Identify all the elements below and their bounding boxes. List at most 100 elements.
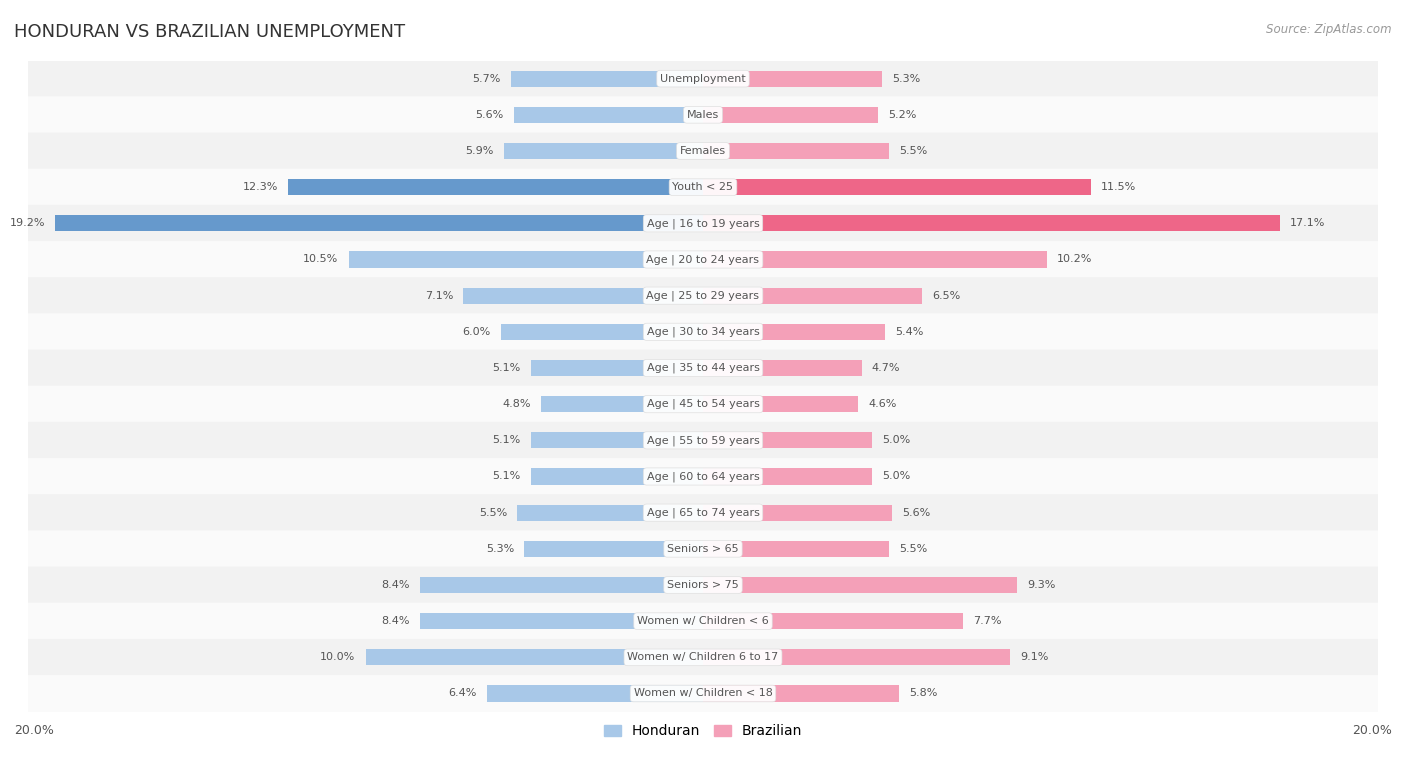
Bar bbox=[703, 469, 872, 484]
Text: 10.0%: 10.0% bbox=[321, 653, 356, 662]
Text: 5.1%: 5.1% bbox=[492, 472, 520, 481]
Bar bbox=[510, 70, 703, 87]
Text: 12.3%: 12.3% bbox=[242, 182, 278, 192]
FancyBboxPatch shape bbox=[28, 639, 1378, 676]
Text: Females: Females bbox=[681, 146, 725, 156]
Bar bbox=[55, 215, 703, 232]
Text: 5.3%: 5.3% bbox=[486, 544, 515, 554]
FancyBboxPatch shape bbox=[28, 386, 1378, 422]
Bar bbox=[531, 360, 703, 376]
Text: 4.7%: 4.7% bbox=[872, 363, 900, 373]
FancyBboxPatch shape bbox=[28, 458, 1378, 495]
Text: 10.2%: 10.2% bbox=[1057, 254, 1092, 264]
FancyBboxPatch shape bbox=[28, 675, 1378, 712]
Text: Source: ZipAtlas.com: Source: ZipAtlas.com bbox=[1267, 23, 1392, 36]
Text: 6.5%: 6.5% bbox=[932, 291, 960, 301]
Bar bbox=[464, 288, 703, 304]
FancyBboxPatch shape bbox=[28, 494, 1378, 531]
Text: 5.8%: 5.8% bbox=[908, 689, 938, 699]
Text: Age | 25 to 29 years: Age | 25 to 29 years bbox=[647, 291, 759, 301]
Bar bbox=[517, 504, 703, 521]
FancyBboxPatch shape bbox=[28, 531, 1378, 567]
Text: 5.4%: 5.4% bbox=[896, 327, 924, 337]
Text: 5.5%: 5.5% bbox=[898, 146, 927, 156]
FancyBboxPatch shape bbox=[28, 96, 1378, 133]
Text: 5.0%: 5.0% bbox=[882, 435, 910, 445]
Legend: Honduran, Brazilian: Honduran, Brazilian bbox=[599, 718, 807, 743]
Text: Women w/ Children < 6: Women w/ Children < 6 bbox=[637, 616, 769, 626]
Text: 11.5%: 11.5% bbox=[1101, 182, 1136, 192]
Bar bbox=[419, 577, 703, 593]
Bar bbox=[531, 469, 703, 484]
Bar bbox=[703, 288, 922, 304]
Text: HONDURAN VS BRAZILIAN UNEMPLOYMENT: HONDURAN VS BRAZILIAN UNEMPLOYMENT bbox=[14, 23, 405, 41]
Text: Unemployment: Unemployment bbox=[661, 73, 745, 83]
Text: 17.1%: 17.1% bbox=[1291, 218, 1326, 229]
Bar bbox=[703, 613, 963, 629]
Text: 4.6%: 4.6% bbox=[869, 399, 897, 409]
Text: 10.5%: 10.5% bbox=[304, 254, 339, 264]
Bar bbox=[703, 504, 891, 521]
FancyBboxPatch shape bbox=[28, 241, 1378, 278]
Bar bbox=[703, 577, 1017, 593]
Text: Age | 45 to 54 years: Age | 45 to 54 years bbox=[647, 399, 759, 410]
FancyBboxPatch shape bbox=[28, 422, 1378, 459]
Text: Males: Males bbox=[688, 110, 718, 120]
FancyBboxPatch shape bbox=[28, 350, 1378, 386]
Text: Age | 35 to 44 years: Age | 35 to 44 years bbox=[647, 363, 759, 373]
Bar bbox=[524, 540, 703, 557]
Text: Women w/ Children < 18: Women w/ Children < 18 bbox=[634, 689, 772, 699]
Text: 5.6%: 5.6% bbox=[903, 508, 931, 518]
Text: 7.7%: 7.7% bbox=[973, 616, 1001, 626]
Text: 5.0%: 5.0% bbox=[882, 472, 910, 481]
Text: 5.3%: 5.3% bbox=[891, 73, 920, 83]
Bar bbox=[288, 179, 703, 195]
FancyBboxPatch shape bbox=[28, 603, 1378, 640]
Bar bbox=[703, 107, 879, 123]
Text: 5.9%: 5.9% bbox=[465, 146, 494, 156]
Text: 7.1%: 7.1% bbox=[425, 291, 453, 301]
Text: Age | 65 to 74 years: Age | 65 to 74 years bbox=[647, 507, 759, 518]
Text: 6.0%: 6.0% bbox=[463, 327, 491, 337]
Bar bbox=[531, 432, 703, 448]
FancyBboxPatch shape bbox=[28, 169, 1378, 206]
Text: 5.7%: 5.7% bbox=[472, 73, 501, 83]
Text: Age | 20 to 24 years: Age | 20 to 24 years bbox=[647, 254, 759, 265]
Text: Women w/ Children 6 to 17: Women w/ Children 6 to 17 bbox=[627, 653, 779, 662]
Text: 9.3%: 9.3% bbox=[1026, 580, 1056, 590]
Text: Seniors > 65: Seniors > 65 bbox=[668, 544, 738, 554]
Text: 5.5%: 5.5% bbox=[898, 544, 927, 554]
Bar bbox=[703, 685, 898, 702]
Text: 6.4%: 6.4% bbox=[449, 689, 477, 699]
Bar bbox=[515, 107, 703, 123]
Bar bbox=[366, 650, 703, 665]
FancyBboxPatch shape bbox=[28, 205, 1378, 241]
Bar bbox=[703, 143, 889, 159]
Text: Seniors > 75: Seniors > 75 bbox=[666, 580, 740, 590]
Text: Age | 16 to 19 years: Age | 16 to 19 years bbox=[647, 218, 759, 229]
Text: 19.2%: 19.2% bbox=[10, 218, 45, 229]
Text: 5.1%: 5.1% bbox=[492, 363, 520, 373]
Bar bbox=[503, 143, 703, 159]
FancyBboxPatch shape bbox=[28, 61, 1378, 97]
Text: 9.1%: 9.1% bbox=[1021, 653, 1049, 662]
Text: 5.1%: 5.1% bbox=[492, 435, 520, 445]
Text: 5.6%: 5.6% bbox=[475, 110, 503, 120]
Text: Age | 55 to 59 years: Age | 55 to 59 years bbox=[647, 435, 759, 446]
Bar bbox=[486, 685, 703, 702]
Bar bbox=[703, 324, 886, 340]
Bar bbox=[501, 324, 703, 340]
Bar bbox=[703, 432, 872, 448]
Bar bbox=[703, 540, 889, 557]
FancyBboxPatch shape bbox=[28, 313, 1378, 350]
Text: Age | 60 to 64 years: Age | 60 to 64 years bbox=[647, 472, 759, 481]
Text: 20.0%: 20.0% bbox=[1353, 724, 1392, 737]
Text: 5.5%: 5.5% bbox=[479, 508, 508, 518]
FancyBboxPatch shape bbox=[28, 277, 1378, 314]
Text: 5.2%: 5.2% bbox=[889, 110, 917, 120]
Bar bbox=[703, 215, 1279, 232]
Bar bbox=[541, 396, 703, 413]
Text: 20.0%: 20.0% bbox=[14, 724, 53, 737]
FancyBboxPatch shape bbox=[28, 566, 1378, 603]
Bar bbox=[703, 70, 882, 87]
